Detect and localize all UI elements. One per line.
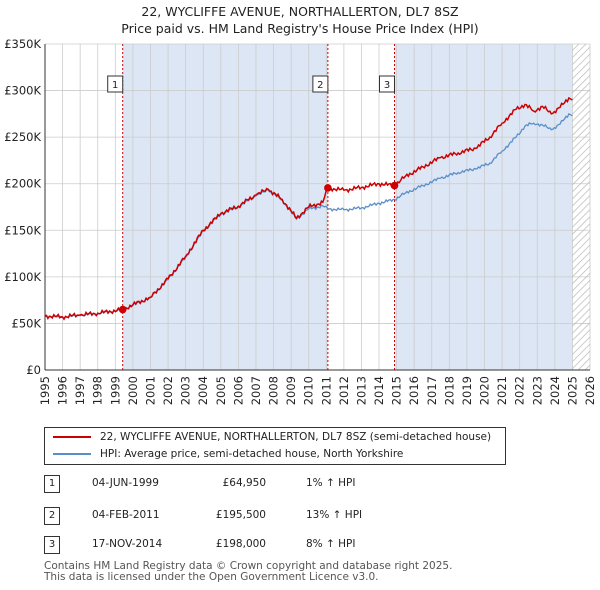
x-tick-label: 2013 (354, 376, 368, 405)
sale-date: 17-NOV-2014 (92, 538, 163, 550)
x-tick-label: 2022 (513, 376, 527, 405)
x-tick-label: 2019 (460, 376, 474, 405)
footer-copyright: Contains HM Land Registry data © Crown c… (44, 560, 453, 572)
sale-point (118, 305, 127, 314)
chart-subtitle: Price paid vs. HM Land Registry's House … (121, 21, 479, 36)
price-chart: £0 £50K £100K £150K £200K £250K £300K £350K 199… (4, 37, 597, 405)
shaded-range (122, 44, 328, 370)
legend-swatch-property (53, 436, 91, 438)
sale-point (390, 181, 399, 190)
chart-legend: 22, WYCLIFFE AVENUE, NORTHALLERTON, DL7 … (44, 427, 506, 465)
sale-badge-number: 3 (384, 80, 390, 91)
x-tick-label: 1998 (91, 376, 105, 405)
y-tick-label: £50K (12, 316, 42, 330)
x-tick-label: 2000 (126, 376, 140, 405)
sale-hpi-change: 13% ↑ HPI (306, 509, 363, 521)
x-tick-label: 2016 (407, 376, 421, 405)
x-tick-label: 2024 (548, 376, 562, 405)
x-tick-label: 1996 (56, 376, 70, 405)
sale-price: £195,500 (215, 509, 266, 521)
x-tick-label: 1995 (38, 376, 52, 405)
sale-badge-number: 2 (317, 80, 323, 91)
sale-badge: 3 (379, 75, 396, 93)
y-tick-label: £250K (4, 130, 41, 144)
x-tick-label: 2010 (302, 376, 316, 405)
sale-number-badge: 2 (44, 507, 60, 525)
x-tick-label: 2023 (530, 376, 544, 405)
property-price-line (44, 96, 573, 321)
x-tick-label: 2001 (143, 376, 157, 405)
x-tick-label: 2008 (267, 376, 281, 405)
x-tick-label: 2020 (478, 376, 492, 405)
x-tick-label: 2004 (196, 376, 210, 405)
sale-number-badge: 1 (44, 475, 60, 493)
x-tick-label: 2005 (214, 376, 228, 405)
sale-badge-number: 1 (112, 80, 118, 91)
x-tick-label: 2011 (319, 376, 333, 405)
sale-hpi-change: 8% ↑ HPI (306, 538, 356, 550)
x-tick-label: 2025 (565, 376, 579, 405)
sale-badge-box (312, 75, 329, 93)
y-tick-label: £350K (4, 37, 41, 51)
sale-date: 04-JUN-1999 (92, 477, 159, 489)
x-tick-label: 1999 (108, 376, 122, 405)
forecast-hatch (572, 44, 590, 370)
x-tick-label: 2017 (425, 376, 439, 405)
sale-number-badge: 3 (44, 536, 60, 554)
legend-label-hpi: HPI: Average price, semi-detached house,… (100, 448, 404, 460)
legend-label-property: 22, WYCLIFFE AVENUE, NORTHALLERTON, DL7 … (100, 431, 492, 443)
legend-swatch-hpi (53, 453, 91, 455)
y-tick-label: £150K (4, 223, 41, 237)
sale-badge: 1 (107, 75, 124, 93)
x-tick-label: 2015 (390, 376, 404, 405)
x-tick-label: 2014 (372, 376, 386, 405)
x-tick-label: 2002 (161, 376, 175, 405)
x-tick-label: 1997 (73, 376, 87, 405)
sale-date: 04-FEB-2011 (92, 509, 160, 521)
shaded-range (394, 44, 573, 370)
sale-price: £64,950 (222, 477, 266, 489)
x-tick-label: 2009 (284, 376, 298, 405)
y-tick-label: £0 (26, 363, 41, 377)
y-tick-label: £300K (4, 84, 41, 98)
x-tick-label: 2012 (337, 376, 351, 405)
y-tick-label: £200K (4, 177, 41, 191)
x-tick-label: 2026 (583, 376, 597, 405)
sale-badge-box (107, 75, 124, 93)
x-tick-label: 2018 (442, 376, 456, 405)
x-tick-label: 2007 (249, 376, 263, 405)
x-tick-label: 2021 (495, 376, 509, 405)
footer-license: This data is licensed under the Open Gov… (44, 571, 379, 583)
sale-badge-box (379, 75, 396, 93)
sale-point (324, 184, 332, 192)
sale-price: £198,000 (215, 538, 266, 550)
chart-title: 22, WYCLIFFE AVENUE, NORTHALLERTON, DL7 … (141, 4, 459, 19)
y-tick-label: £100K (4, 270, 41, 284)
sale-badge: 2 (312, 75, 329, 93)
sale-hpi-change: 1% ↑ HPI (306, 477, 356, 489)
x-tick-label: 2003 (179, 376, 193, 405)
x-tick-label: 2006 (231, 376, 245, 405)
